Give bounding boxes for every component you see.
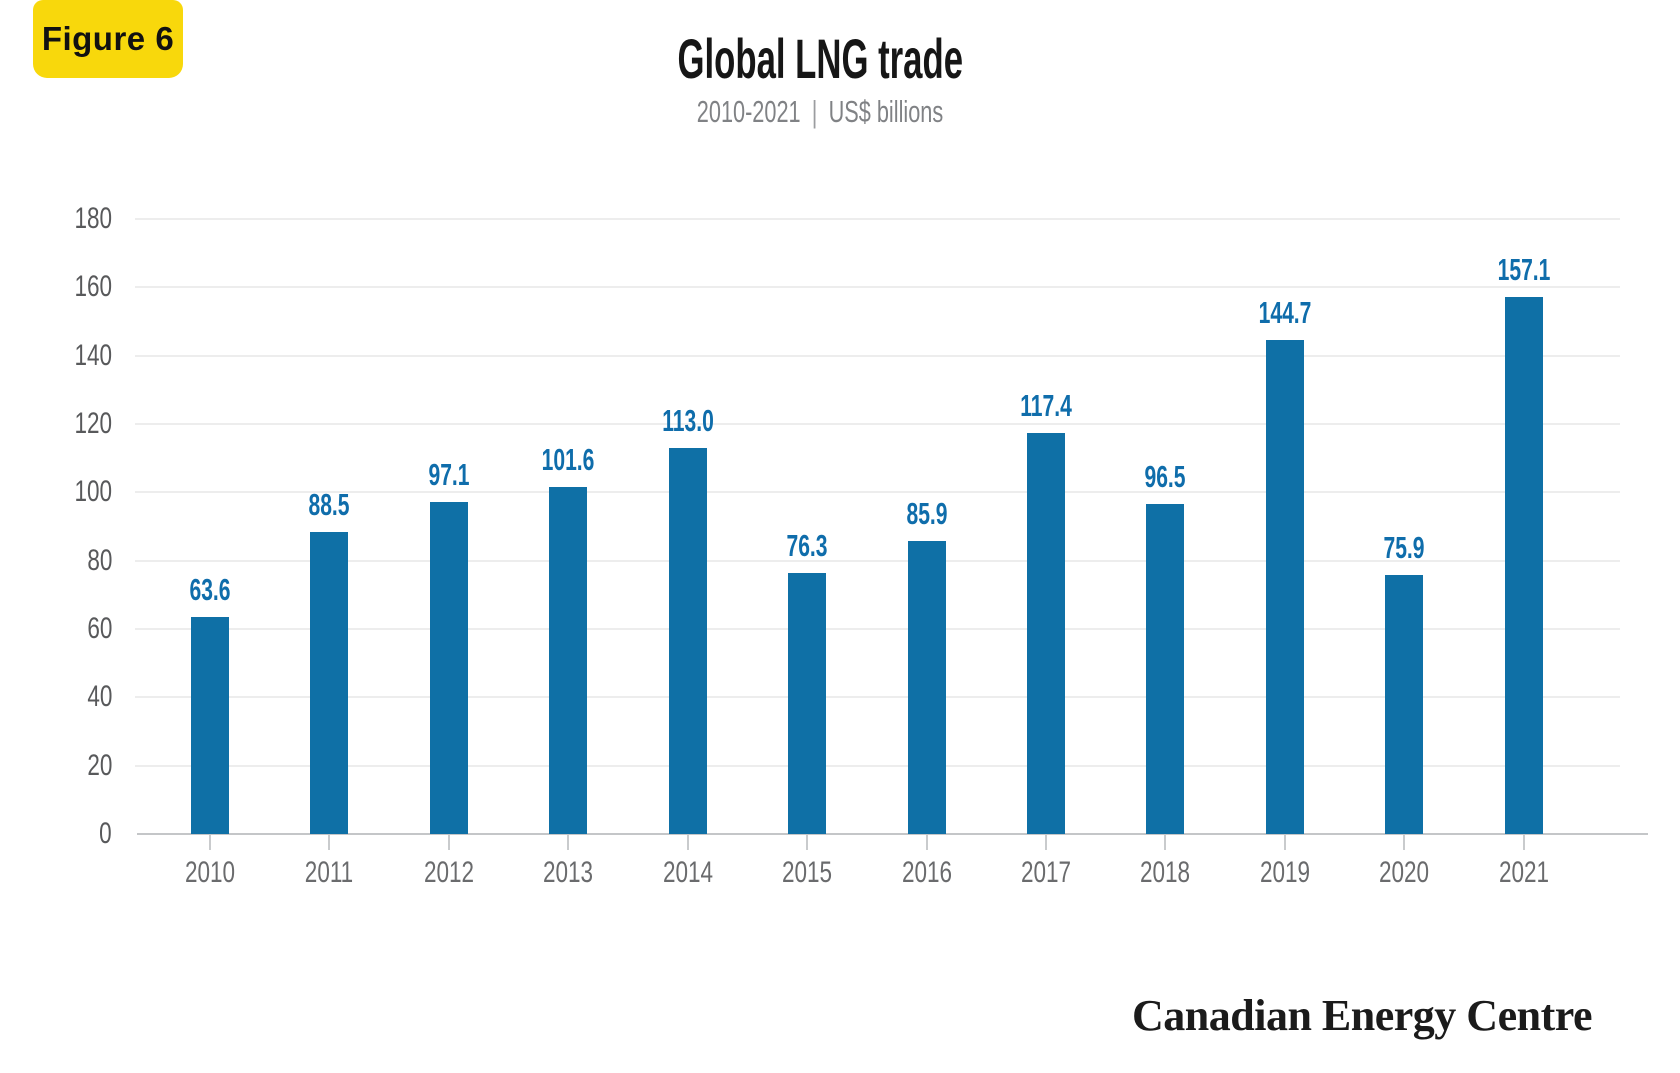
chart-title: Global LNG trade [677, 27, 963, 90]
x-axis-label: 2016 [901, 856, 952, 889]
x-axis-tick [328, 835, 331, 850]
x-axis-label: 2010 [184, 856, 236, 889]
x-axis-label: 2013 [543, 856, 594, 889]
x-axis-tick [209, 835, 211, 850]
y-axis-label: 120 [74, 407, 112, 440]
bar [1026, 432, 1065, 834]
x-axis-label: 2011 [305, 856, 354, 889]
x-axis-tick [925, 835, 928, 850]
y-axis-label: 140 [74, 338, 112, 372]
y-axis-label: 40 [86, 680, 112, 714]
y-axis-label: 60 [86, 612, 112, 645]
x-axis-label: 2017 [1020, 856, 1071, 889]
bar-value-label: 63.6 [189, 571, 231, 607]
brand-logotype: Canadian Energy Centre [1132, 991, 1592, 1040]
x-axis-label: 2018 [1140, 856, 1191, 889]
gridline [135, 423, 1620, 425]
x-axis-tick [1044, 835, 1047, 850]
bar-value-label: 157.1 [1497, 252, 1550, 288]
bar-value-label: 88.5 [308, 486, 350, 522]
gridline [135, 218, 1620, 220]
bar-value-label: 96.5 [1144, 459, 1186, 495]
x-axis-tick [1164, 835, 1167, 850]
y-axis-label: 160 [74, 270, 112, 304]
gridline [135, 286, 1620, 289]
x-axis-label: 2012 [423, 856, 474, 889]
x-axis-tick [1522, 835, 1525, 850]
bar-value-label: 76.3 [786, 528, 828, 564]
subtitle-units: US$ billions [828, 94, 944, 129]
y-axis-label: 100 [74, 475, 112, 509]
y-axis-label: 80 [86, 543, 112, 577]
y-axis-label: 20 [86, 748, 112, 782]
chart-subtitle: 2010-2021 | US$ billions [0, 92, 1640, 132]
bar [1265, 339, 1304, 834]
bar [668, 447, 707, 834]
x-axis-label: 2015 [781, 856, 833, 889]
gridline [135, 628, 1620, 630]
subtitle-separator: | [811, 94, 818, 129]
y-axis-label: 180 [74, 202, 112, 235]
bar [310, 531, 349, 834]
figure-number-badge: Figure 6 [33, 0, 183, 78]
bar-value-label: 97.1 [428, 457, 470, 493]
x-axis-label: 2014 [662, 856, 713, 889]
bar [429, 502, 468, 834]
x-axis-label: 2020 [1379, 856, 1430, 889]
x-axis-tick [806, 835, 808, 850]
gridline [135, 491, 1620, 494]
x-axis-tick [1403, 835, 1406, 850]
x-axis-line [137, 833, 1648, 835]
figure-number-label: Figure 6 [41, 20, 175, 57]
gridline [135, 696, 1620, 699]
x-axis-tick [1283, 835, 1286, 850]
bar-value-label: 75.9 [1383, 529, 1425, 565]
bar-value-label: 113.0 [661, 402, 714, 438]
gridline [135, 354, 1620, 357]
gridline [135, 764, 1620, 767]
bar [1504, 297, 1543, 834]
x-axis-label: 2019 [1259, 856, 1310, 889]
x-axis-label: 2021 [1498, 856, 1549, 889]
bar [788, 573, 826, 834]
chart-header: Global LNG trade 2010-2021 | US$ billions [0, 28, 1640, 132]
y-axis-label: 0 [99, 817, 112, 850]
bar-value-label: 101.6 [541, 441, 595, 477]
gridline [135, 559, 1620, 562]
x-axis-tick [567, 835, 570, 850]
bar-value-label: 117.4 [1020, 387, 1072, 423]
subtitle-date-range: 2010-2021 [696, 94, 801, 129]
x-axis-tick [686, 835, 689, 850]
bar [549, 486, 588, 834]
bar [907, 540, 946, 834]
bar-value-label: 85.9 [905, 495, 948, 531]
bar [1146, 504, 1185, 834]
bar [1385, 574, 1424, 834]
x-axis-tick [447, 835, 450, 850]
bar-value-label: 144.7 [1258, 294, 1312, 330]
bar [191, 616, 229, 834]
